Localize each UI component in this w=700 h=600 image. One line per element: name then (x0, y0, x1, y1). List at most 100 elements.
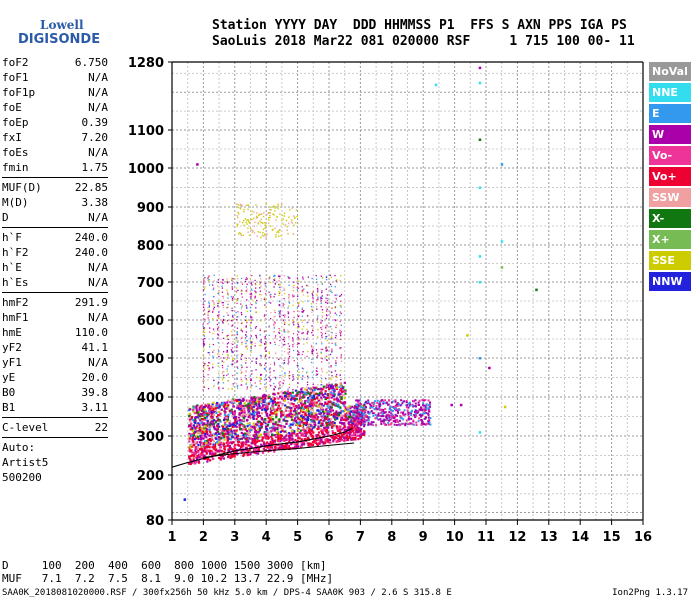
param-label: h`F (2, 231, 22, 244)
y-tick-label: 800 (137, 239, 164, 254)
param-label: M(D) (2, 196, 29, 209)
y-tick-label: 600 (137, 314, 164, 329)
x-tick-label: 12 (508, 530, 526, 545)
param-row: foF1 N/A (2, 70, 108, 85)
muf-row: MUF 7.1 7.2 7.5 8.1 9.0 10.2 13.7 22.9 [… (2, 572, 334, 585)
model-trace (203, 442, 355, 458)
legend-entry: NoVal (649, 62, 691, 81)
header-values: SaoLuis 2018 Mar22 081 020000 RSF 1 715 … (212, 34, 635, 49)
lowell-digisonde-logo: Lowell DIGISONDE (6, 8, 100, 47)
param-label: hmF2 (2, 296, 29, 309)
y-tick-label: 700 (137, 276, 164, 291)
param-label: fmin (2, 161, 29, 174)
param-label: foEp (2, 116, 29, 129)
virtual-height-trace (171, 427, 353, 468)
param-row: foF2 6.750 (2, 55, 108, 70)
param-row: yF2 41.1 (2, 340, 108, 355)
echo-point (478, 66, 482, 70)
param-row: h`F 240.0 (2, 230, 108, 245)
x-tick-label: 8 (387, 530, 396, 545)
scaled-parameters-panel: foF2 6.750 foF1 N/A foF1p N/A foE N/A foEp 0.39 fx… (2, 55, 108, 485)
param-divider (2, 292, 108, 293)
legend-entry: X- (649, 209, 691, 228)
param-row: B1 3.11 (2, 400, 108, 415)
echo-point (450, 403, 453, 407)
x-tick-label: 13 (540, 530, 558, 545)
param-label: yE (2, 371, 16, 384)
autoscale-line: Auto: (2, 441, 36, 454)
param-label: foE (2, 101, 22, 114)
param-divider (2, 437, 108, 438)
param-label: foEs (2, 146, 29, 159)
plot-grid (171, 62, 644, 520)
echo-point (196, 163, 199, 166)
param-row: hmF2 291.9 (2, 295, 108, 310)
param-value: 1.75 (81, 161, 109, 174)
param-label: foF1 (2, 71, 29, 84)
x-tick-label: 1 (167, 530, 176, 545)
logo-brand: Lowell (40, 18, 84, 32)
param-label: foF1p (2, 86, 36, 99)
logo-product: DIGISONDE (18, 32, 101, 47)
param-value: 3.38 (81, 196, 109, 209)
echo-point (503, 405, 507, 409)
param-label: foF2 (2, 56, 29, 69)
legend-entry: W (649, 125, 691, 144)
param-row: M(D) 3.38 (2, 195, 108, 210)
param-row: D N/A (2, 210, 108, 225)
param-value: 22 (94, 421, 108, 434)
param-label: hmE (2, 326, 22, 339)
param-value: N/A (88, 311, 108, 324)
legend-entry: NNE (649, 83, 691, 102)
x-tick-label: 15 (603, 530, 621, 545)
param-divider (2, 177, 108, 178)
param-value: 7.20 (81, 131, 109, 144)
param-value: 240.0 (74, 246, 108, 259)
echo-point (500, 240, 504, 243)
param-value: 110.0 (74, 326, 108, 339)
param-value: 0.39 (81, 116, 109, 129)
echo-point (466, 334, 469, 337)
echo-point (535, 288, 538, 292)
param-label: yF2 (2, 341, 22, 354)
version-label: Ion2Png 1.3.17 (612, 588, 688, 598)
y-tick-label: 500 (137, 352, 164, 367)
x-tick-label: 16 (634, 530, 652, 545)
x-tick-label: 6 (324, 530, 333, 545)
echo-point (478, 255, 482, 258)
echo-point (478, 81, 482, 85)
param-label: h`Es (2, 276, 29, 289)
param-row: fmin 1.75 (2, 160, 108, 175)
y-tick-label: 80 (146, 514, 164, 529)
param-value: N/A (88, 211, 108, 224)
param-value: 3.11 (81, 401, 109, 414)
legend-entry: SSE (649, 251, 691, 270)
param-value: N/A (88, 276, 108, 289)
y-tick-label: 400 (137, 391, 164, 406)
param-value: N/A (88, 71, 108, 84)
param-row: hmE 110.0 (2, 325, 108, 340)
x-tick-label: 14 (571, 530, 589, 545)
param-value: 39.8 (81, 386, 109, 399)
x-tick-label: 2 (199, 530, 208, 545)
y-tick-label: 1000 (128, 162, 164, 177)
param-value: 6.750 (74, 56, 108, 69)
echo-point (488, 366, 491, 370)
echo-point (500, 163, 504, 166)
autoscale-line: 500200 (2, 471, 42, 484)
param-row: foF1p N/A (2, 85, 108, 100)
x-tick-label: 9 (419, 530, 428, 545)
x-tick-label: 7 (356, 530, 365, 545)
param-row: foEs N/A (2, 145, 108, 160)
param-row: foEp 0.39 (2, 115, 108, 130)
legend-entry: Vo- (649, 146, 691, 165)
y-tick-label: 900 (137, 201, 164, 216)
y-tick-label: 200 (137, 469, 164, 484)
file-info-footer: SAA0K_2018081020000.RSF / 300fx256h 50 k… (2, 588, 452, 598)
legend-entry: SSW (649, 188, 691, 207)
param-row: h`Es N/A (2, 275, 108, 290)
y-tick-label: 1280 (128, 56, 164, 71)
polarization-legend: NoVal NNE E W Vo- Vo+ SSW X- X+ SSE NNW (649, 62, 691, 293)
param-divider (2, 417, 108, 418)
